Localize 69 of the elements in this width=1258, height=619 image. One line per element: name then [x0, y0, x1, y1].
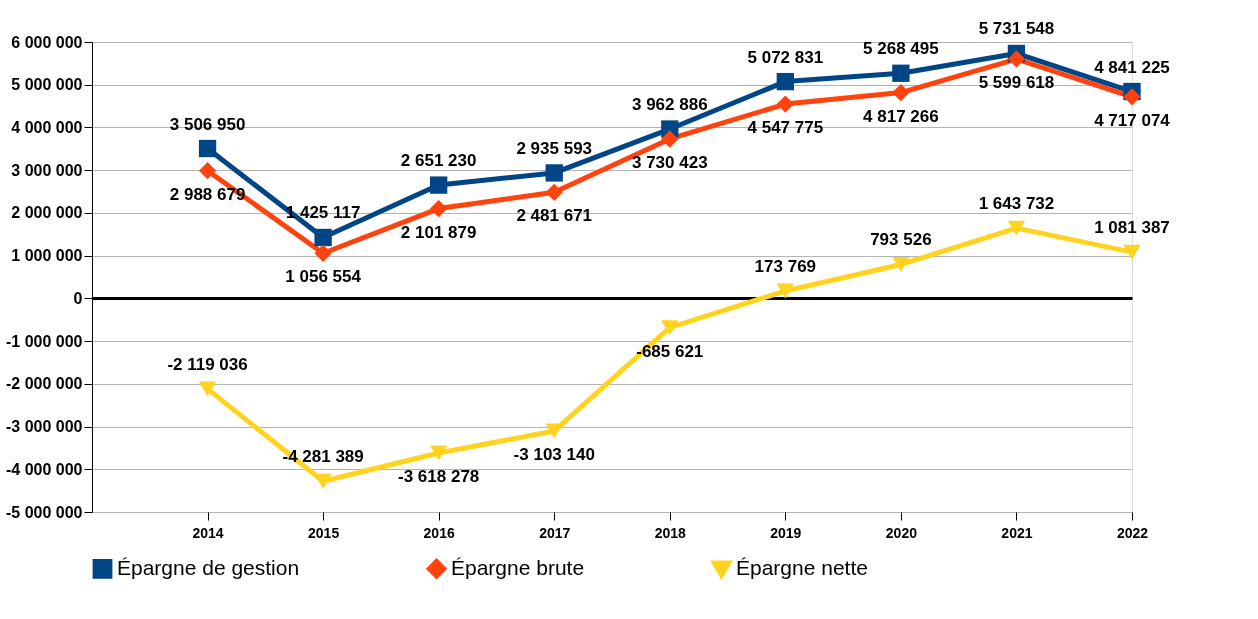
point: [892, 64, 910, 82]
x-tick-label: 2022: [1116, 524, 1149, 541]
y-tick-label: 0: [73, 289, 83, 307]
x-tick-label: 2015: [308, 524, 340, 541]
x-tick-label: 2014: [192, 524, 224, 541]
x-tick-label: 2020: [885, 524, 918, 541]
data-label: 2 651 230: [400, 151, 477, 171]
y-tick-label: 6 000 000: [11, 33, 83, 51]
data-label: 3 962 886: [631, 95, 708, 115]
data-label: 4 717 074: [1094, 110, 1171, 130]
y-tick-label: -3 000 000: [5, 418, 83, 436]
data-label: -2 119 036: [167, 354, 248, 374]
data-label: 5 731 548: [978, 19, 1055, 39]
point: [1007, 50, 1026, 68]
point: [776, 72, 794, 91]
legend-label: Épargne nette: [736, 556, 868, 580]
data-label: 3 730 423: [631, 152, 708, 172]
data-label: 2 101 879: [400, 222, 477, 242]
point: [314, 228, 332, 247]
y-tick-label: -2 000 000: [5, 375, 83, 393]
data-label: 4 817 266: [863, 106, 939, 126]
point: [661, 320, 679, 336]
y-tick-label: -5 000 000: [5, 503, 83, 521]
data-label: 4 841 225: [1094, 57, 1170, 77]
x-tick-label: 2017: [539, 524, 571, 541]
point: [661, 130, 679, 148]
data-label: 5 599 618: [978, 73, 1055, 93]
y-tick-label: 4 000 000: [11, 118, 83, 136]
point: [1123, 88, 1141, 106]
point: [1123, 244, 1141, 260]
data-label: 3 506 950: [169, 114, 246, 134]
point: [776, 95, 794, 113]
x-tick-label: 2016: [423, 524, 455, 541]
y-tick-label: 1 000 000: [11, 247, 83, 265]
point: [776, 283, 794, 299]
point: [198, 162, 217, 180]
legend-label: Épargne brute: [451, 555, 585, 579]
x-tick-label: 2021: [1001, 524, 1033, 541]
point: [430, 176, 448, 194]
y-tick-label: -4 000 000: [5, 460, 83, 478]
data-label: -3 103 140: [513, 444, 595, 464]
data-label: 793 526: [870, 230, 932, 250]
point: [545, 164, 563, 182]
data-label: 1 643 732: [978, 194, 1055, 214]
x-tick-label: 2018: [654, 524, 687, 541]
data-label: -3 618 278: [398, 466, 480, 486]
data-label: 5 268 495: [863, 39, 939, 59]
point: [545, 183, 563, 201]
point: [430, 199, 448, 218]
point: [892, 83, 910, 102]
y-tick-label: 3 000 000: [11, 161, 83, 179]
y-tick-label: -1 000 000: [5, 332, 83, 350]
data-label: 4 547 775: [747, 118, 824, 138]
data-label: 2 935 593: [516, 138, 593, 158]
data-label: 1 081 387: [1094, 218, 1170, 238]
point: [198, 381, 217, 397]
point: [198, 139, 217, 158]
legend-label: Épargne de gestion: [117, 555, 300, 579]
y-tick-label: 5 000 000: [11, 76, 83, 94]
point: [892, 256, 910, 272]
data-label: 2 481 671: [516, 206, 593, 226]
point: [314, 244, 332, 262]
y-tick-label: 2 000 000: [11, 204, 83, 222]
data-label: 173 769: [754, 256, 817, 276]
point: [1007, 220, 1026, 236]
x-tick-label: 2019: [770, 524, 802, 541]
data-label: 5 072 831: [747, 47, 824, 67]
data-label: 1 056 554: [285, 267, 362, 287]
point: [430, 445, 448, 461]
